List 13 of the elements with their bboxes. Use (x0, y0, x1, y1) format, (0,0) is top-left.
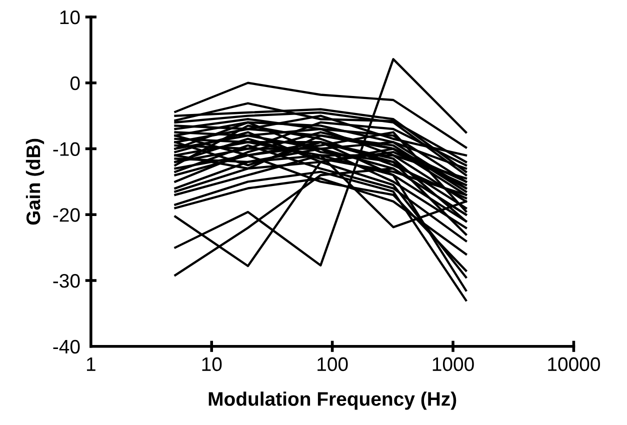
y-tick-label: 10 (60, 10, 80, 24)
y-tick-label: -10 (53, 142, 80, 156)
y-axis-title: Gain (dB) (26, 138, 44, 225)
y-tick-label: -30 (53, 274, 80, 288)
y-tick-label: -20 (53, 208, 80, 222)
x-tick-label: 10000 (548, 357, 600, 372)
y-tick-label: -40 (53, 340, 80, 354)
x-axis-title: Modulation Frequency (Hz) (208, 392, 456, 410)
x-tick-label: 1 (86, 358, 96, 371)
y-tick-label: 0 (70, 76, 80, 90)
x-tick-label: 10 (202, 357, 222, 372)
x-tick-label: 1000 (432, 357, 474, 372)
x-tick-label: 100 (318, 357, 348, 372)
